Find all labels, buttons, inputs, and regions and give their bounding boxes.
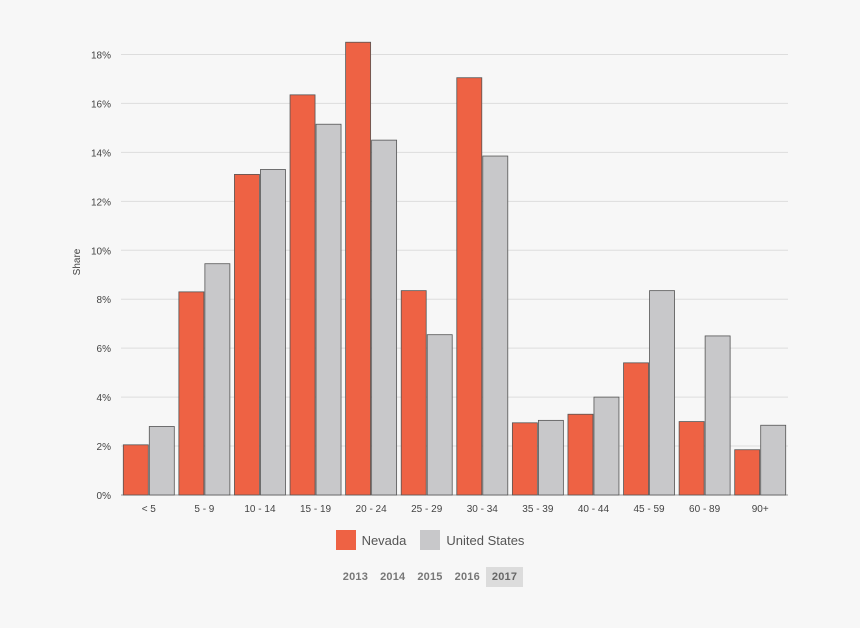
x-tick-label: 10 - 14 [244, 504, 276, 515]
bar-united-states[interactable] [482, 155, 509, 496]
year-button-2015[interactable]: 2015 [417, 571, 443, 583]
y-axis-label: Share [72, 248, 83, 275]
x-tick-label: 45 - 59 [633, 504, 665, 515]
x-tick-label: 60 - 89 [689, 504, 721, 515]
bar-united-states[interactable] [260, 169, 286, 496]
legend-item-united-states[interactable]: United States [420, 530, 524, 550]
bar-nevada[interactable] [122, 444, 149, 496]
bar-nevada[interactable] [567, 413, 594, 496]
bar-nevada[interactable] [345, 41, 372, 496]
year-button-2017[interactable]: 2017 [485, 567, 524, 587]
year-button-2014[interactable]: 2014 [380, 571, 406, 583]
legend-item-nevada[interactable]: Nevada [335, 530, 407, 550]
bar-united-states[interactable] [426, 334, 453, 496]
y-tick-label: 14% [91, 148, 111, 159]
bar-nevada[interactable] [456, 77, 483, 496]
y-tick-label: 18% [91, 50, 111, 61]
y-tick-label: 4% [97, 393, 112, 404]
x-tick-label: < 5 [142, 504, 157, 515]
bar-united-states[interactable] [760, 424, 787, 496]
year-button-2016[interactable]: 2016 [454, 571, 480, 583]
year-selector: 2013 2014 2015 2016 2017 [0, 567, 860, 587]
bar-nevada[interactable] [511, 422, 538, 496]
y-tick-label: 0% [97, 491, 112, 502]
year-button-2013[interactable]: 2013 [342, 571, 369, 583]
bar-united-states[interactable] [593, 396, 620, 496]
y-tick-label: 12% [91, 197, 111, 208]
y-tick-label: 10% [91, 246, 111, 257]
legend-swatch-nevada [335, 530, 356, 550]
x-tick-label: 20 - 24 [356, 504, 388, 515]
x-tick-label: 25 - 29 [411, 504, 443, 515]
bar-united-states[interactable] [649, 290, 675, 496]
bar-united-states[interactable] [537, 419, 564, 496]
bar-nevada[interactable] [678, 421, 705, 496]
bar-united-states[interactable] [148, 426, 175, 496]
bar-united-states[interactable] [704, 335, 731, 496]
bar-nevada[interactable] [178, 291, 205, 496]
y-tick-label: 2% [97, 442, 112, 453]
x-tick-label: 40 - 44 [578, 504, 610, 515]
bar-united-states[interactable] [204, 263, 231, 496]
legend: Nevada United States [0, 530, 860, 550]
y-tick-label: 6% [97, 344, 112, 355]
legend-label-united-states: United States [446, 532, 525, 548]
bar-nevada[interactable] [734, 449, 761, 496]
x-tick-label: 30 - 34 [467, 504, 499, 515]
x-tick-label: 5 - 9 [194, 504, 214, 515]
y-tick-label: 16% [91, 99, 111, 110]
legend-swatch-united-states [420, 530, 441, 550]
x-tick-label: 90+ [752, 504, 769, 515]
bar-nevada[interactable] [623, 362, 649, 496]
bar-nevada[interactable] [289, 94, 316, 496]
bar-united-states[interactable] [371, 139, 398, 496]
x-tick-label: 35 - 39 [522, 504, 554, 515]
bar-nevada[interactable] [234, 173, 260, 496]
x-tick-label: 15 - 19 [300, 504, 332, 515]
bar-united-states[interactable] [315, 123, 342, 496]
y-tick-label: 8% [97, 295, 112, 306]
legend-label-nevada: Nevada [361, 532, 407, 548]
bar-nevada[interactable] [400, 290, 427, 496]
